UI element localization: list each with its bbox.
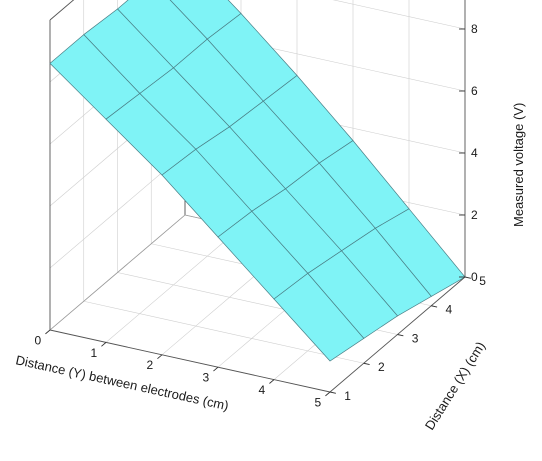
x-axis-title: Distance (X) (cm)	[422, 339, 488, 433]
y-tick	[269, 379, 275, 384]
tick-labels: 012345123450246810	[34, 22, 486, 409]
x-tick	[464, 276, 471, 279]
y-tick	[325, 391, 331, 397]
y-axis-title: Distance (Y) between electrodes (cm)	[14, 352, 230, 413]
axis-ticks	[45, 28, 471, 397]
y-axis-line	[49, 329, 331, 393]
surface	[49, 0, 466, 362]
x-tick-label: 3	[412, 331, 419, 345]
z-axis-title: Measured voltage (V)	[511, 103, 526, 227]
z-tick-label: 4	[471, 146, 478, 160]
x-tick-label: 4	[445, 303, 452, 317]
z-tick-label: 2	[471, 208, 478, 222]
y-tick	[213, 366, 219, 372]
surface-cell	[273, 272, 365, 362]
y-tick-label: 3	[202, 371, 209, 385]
y-tick-label: 1	[90, 346, 97, 360]
x-tick	[329, 391, 336, 394]
y-tick-label: 2	[146, 358, 153, 372]
x-tick	[363, 362, 370, 365]
z-tick-label: 8	[471, 22, 478, 36]
x-tick	[397, 334, 404, 337]
box-edge-floor-left	[49, 214, 186, 331]
y-tick	[157, 354, 163, 360]
z-tick-label: 6	[471, 84, 478, 98]
y-tick-label: 4	[258, 383, 265, 397]
y-tick-label: 0	[34, 333, 41, 347]
x-tick-label: 5	[479, 274, 486, 288]
z-tick-label: 0	[471, 270, 478, 284]
box-edge-top-left	[49, 0, 75, 21]
grid-line-floor-x	[83, 300, 364, 364]
y-tick	[101, 342, 107, 347]
grid-line-back-z	[332, 0, 466, 30]
x-tick-label: 2	[378, 360, 385, 374]
x-tick-label: 1	[344, 389, 351, 403]
y-tick-label: 5	[314, 395, 321, 409]
x-tick	[431, 305, 438, 308]
y-tick	[45, 329, 51, 335]
